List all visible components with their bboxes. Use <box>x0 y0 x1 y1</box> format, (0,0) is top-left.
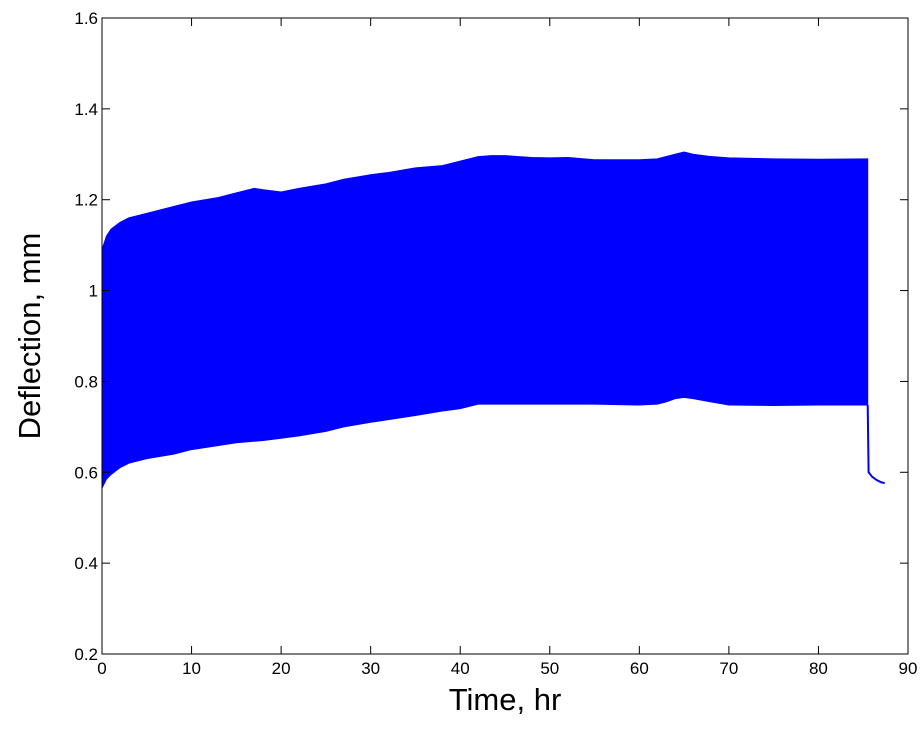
tick-label-layer: 0 10 20 30 40 50 60 70 80 90 0.2 0.4 0.6 0.8 1 1.2 1.4 1.… <box>74 9 917 678</box>
oscillation-band-area-0 <box>101 151 869 489</box>
x-tick-label: 40 <box>451 659 470 678</box>
y-tick-label: 0.4 <box>74 554 98 573</box>
x-tick-label: 10 <box>182 659 201 678</box>
x-tick-label: 20 <box>272 659 291 678</box>
x-tick-label: 90 <box>899 659 918 678</box>
x-tick-label: 60 <box>630 659 649 678</box>
x-tick-label: 0 <box>97 659 106 678</box>
x-tick-label: 80 <box>809 659 828 678</box>
y-tick-label: 0.8 <box>74 372 98 391</box>
y-tick-label: 0.2 <box>74 645 98 664</box>
y-tick-label: 1.6 <box>74 9 98 28</box>
tick-layer <box>101 17 909 655</box>
y-tick-label: 1 <box>89 282 98 301</box>
plot-frame <box>101 17 909 655</box>
x-tick-label: 30 <box>361 659 380 678</box>
y-tick-label: 0.6 <box>74 463 98 482</box>
unloading-tail-line-0 <box>866 405 885 485</box>
x-tick-label: 70 <box>719 659 738 678</box>
series-layer <box>101 151 885 489</box>
y-tick-label: 1.2 <box>74 191 98 210</box>
x-tick-label: 50 <box>540 659 559 678</box>
x-axis-title: Time, hr <box>449 682 562 717</box>
y-axis-title: Deflection, mm <box>12 233 47 440</box>
y-tick-label: 1.4 <box>74 100 98 119</box>
